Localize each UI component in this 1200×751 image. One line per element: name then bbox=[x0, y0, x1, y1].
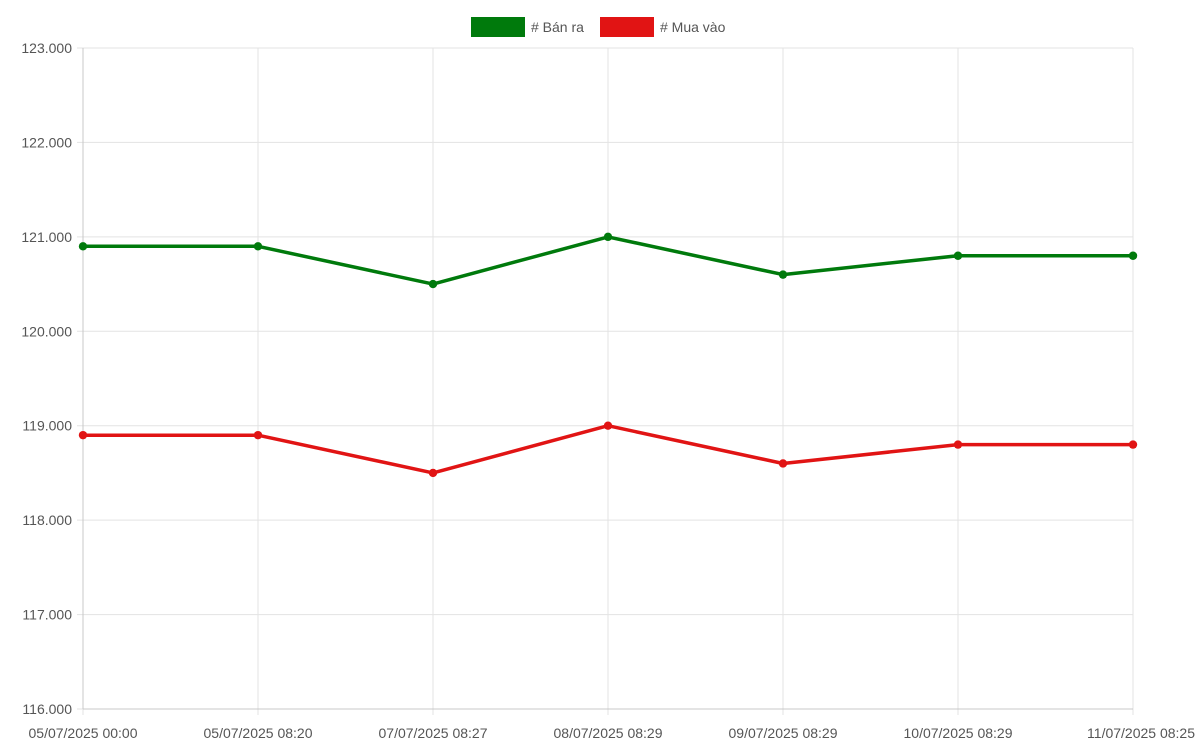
data-point[interactable] bbox=[953, 440, 963, 449]
legend: # Bán ra # Mua vào bbox=[471, 17, 726, 37]
x-tick-label: 08/07/2025 08:29 bbox=[554, 725, 663, 741]
data-point[interactable] bbox=[778, 459, 788, 468]
y-tick-label: 121.000 bbox=[21, 229, 72, 245]
data-point[interactable] bbox=[1128, 251, 1138, 260]
data-point[interactable] bbox=[603, 232, 613, 242]
data-point[interactable] bbox=[253, 242, 263, 251]
x-tick-label: 10/07/2025 08:29 bbox=[904, 725, 1013, 741]
data-point[interactable] bbox=[428, 468, 438, 478]
x-tick-label: 05/07/2025 08:20 bbox=[204, 725, 313, 741]
x-tick-label: 05/07/2025 00:00 bbox=[29, 725, 138, 741]
data-point[interactable] bbox=[78, 430, 88, 440]
x-tick-label: 11/07/2025 08:25 bbox=[1087, 725, 1195, 741]
y-tick-label: 120.000 bbox=[21, 323, 72, 339]
legend-label: # Bán ra bbox=[531, 19, 584, 35]
y-tick-label: 123.000 bbox=[21, 40, 72, 56]
series-1 bbox=[78, 421, 1138, 478]
y-tick-label: 117.000 bbox=[22, 607, 72, 623]
legend-label: # Mua vào bbox=[660, 19, 726, 35]
x-tick-label: 07/07/2025 08:27 bbox=[379, 725, 488, 741]
series-0 bbox=[78, 232, 1138, 289]
axes: 116.000 117.000 118.000 119.000 120.000 121.0… bbox=[21, 40, 1195, 741]
legend-swatch bbox=[600, 17, 654, 37]
legend-item[interactable]: # Mua vào bbox=[600, 17, 726, 37]
y-tick-label: 118.000 bbox=[22, 512, 72, 528]
data-point[interactable] bbox=[1128, 440, 1138, 449]
y-tick-label: 119.000 bbox=[22, 418, 72, 434]
data-point[interactable] bbox=[253, 430, 263, 440]
data-point[interactable] bbox=[78, 242, 88, 251]
data-point[interactable] bbox=[428, 279, 438, 289]
legend-swatch bbox=[471, 17, 525, 37]
y-tick-label: 116.000 bbox=[22, 701, 72, 717]
data-point[interactable] bbox=[778, 270, 788, 279]
x-tick-label: 09/07/2025 08:29 bbox=[729, 725, 838, 741]
data-point[interactable] bbox=[603, 421, 613, 430]
y-tick-label: 122.000 bbox=[21, 134, 72, 150]
legend-item[interactable]: # Bán ra bbox=[471, 17, 584, 37]
grid bbox=[77, 47, 1134, 715]
series-layer bbox=[78, 232, 1138, 478]
data-point[interactable] bbox=[953, 251, 963, 260]
